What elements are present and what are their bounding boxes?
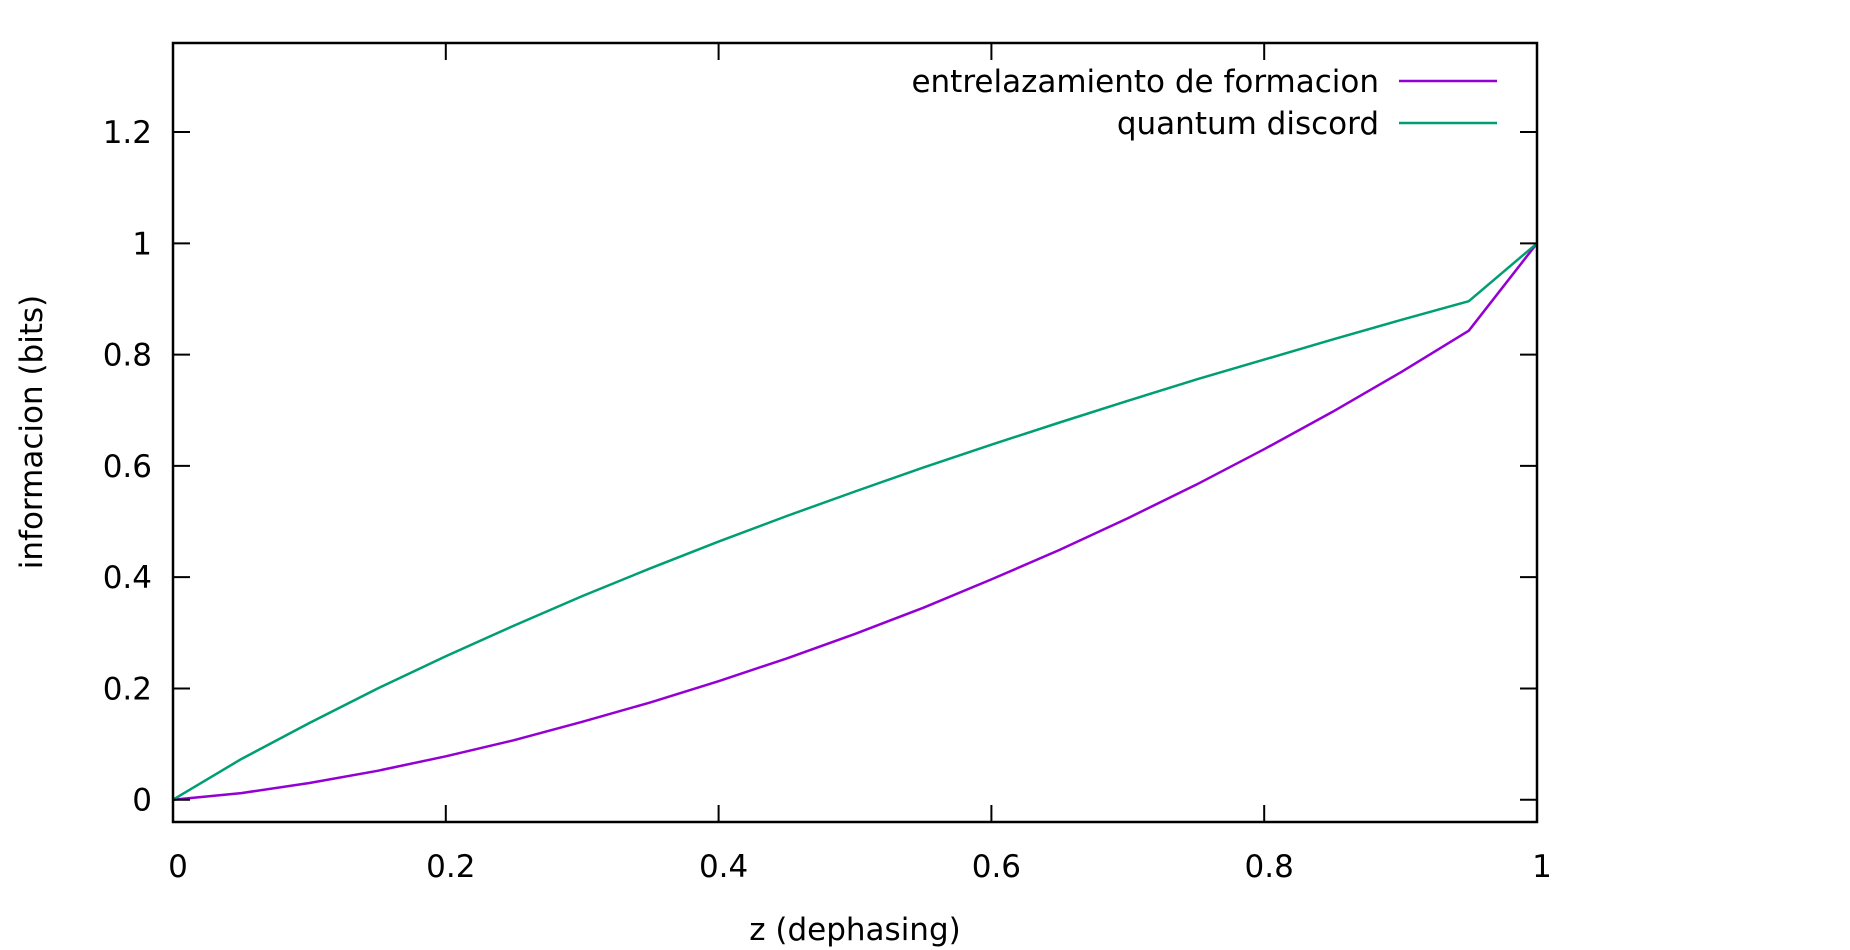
legend-label-1: entrelazamiento de formacion <box>911 64 1379 100</box>
x-tick-label: 0.4 <box>699 849 748 885</box>
x-tick-label: 0 <box>168 849 188 885</box>
plot-frame <box>171 41 1539 824</box>
y-tick-label: 0.2 <box>103 671 152 707</box>
y-tick-label: 1.2 <box>103 115 152 151</box>
y-axis-label: informacion (bits) <box>14 295 50 569</box>
axis-ticks: 0 0.2 0.4 0.6 0.8 1 0 0.2 0.4 0.6 0.8 1 1.2 <box>103 43 1552 885</box>
series-line-2 <box>172 242 1538 801</box>
legend: entrelazamiento de formacion quantum disc… <box>911 64 1497 142</box>
x-axis-label: z (dephasing) <box>749 912 960 948</box>
legend-label-2: quantum discord <box>1117 106 1379 142</box>
y-tick-label: 0.6 <box>103 449 152 485</box>
x-tick-label: 0.6 <box>972 849 1021 885</box>
y-tick-label: 0 <box>132 783 152 819</box>
plot-area <box>172 242 1538 801</box>
x-tick-label: 0.2 <box>426 849 475 885</box>
y-tick-label: 0.8 <box>103 338 152 374</box>
y-tick-label: 1 <box>132 226 152 262</box>
x-tick-label: 0.8 <box>1245 849 1294 885</box>
series-line-1 <box>172 242 1538 801</box>
y-tick-label: 0.4 <box>103 560 152 596</box>
x-tick-label: 1 <box>1532 849 1552 885</box>
